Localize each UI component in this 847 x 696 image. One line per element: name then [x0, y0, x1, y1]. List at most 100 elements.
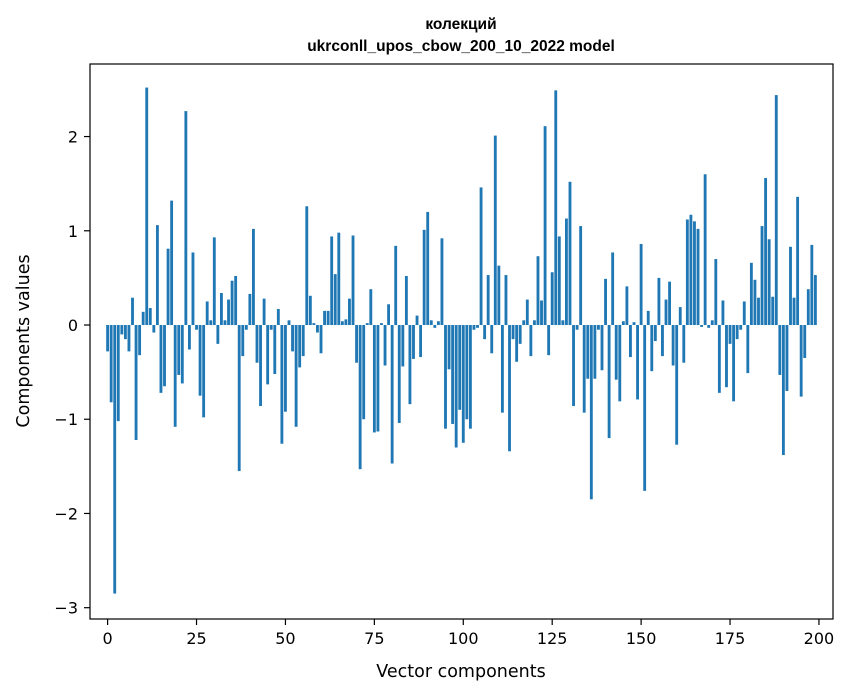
bar-component-28	[205, 301, 209, 326]
bar-component-121	[536, 256, 540, 326]
bar-component-101	[465, 325, 469, 420]
bar-component-93	[436, 321, 440, 326]
bar-component-152	[646, 310, 650, 326]
bar-component-63	[330, 236, 334, 326]
bar-component-55	[301, 325, 305, 357]
bar-component-123	[543, 126, 547, 326]
bar-component-193	[792, 297, 796, 326]
bar-component-65	[337, 232, 341, 326]
bar-component-11	[145, 87, 149, 326]
bar-component-53	[294, 325, 298, 427]
bar-component-137	[593, 325, 597, 379]
bar-component-167	[700, 325, 704, 327]
bar-component-49	[280, 325, 284, 444]
bar-component-62	[326, 310, 330, 326]
x-tick-label: 125	[537, 629, 568, 648]
bar-component-111	[500, 325, 504, 413]
bar-component-9	[138, 325, 142, 356]
bar-component-132	[575, 325, 579, 330]
chart-title-line-1: колекций	[425, 16, 496, 33]
bar-component-41	[252, 228, 255, 326]
bar-component-10	[141, 311, 145, 326]
bar-component-95	[444, 325, 447, 429]
x-tick-label: 25	[186, 629, 206, 648]
bar-component-70	[355, 325, 358, 363]
bar-component-29	[209, 320, 213, 326]
bar-component-181	[749, 262, 753, 326]
bar-component-64	[333, 274, 337, 326]
bar-component-13	[152, 325, 156, 333]
bar-component-81	[394, 245, 398, 326]
bar-component-157	[664, 299, 668, 326]
bar-component-48	[276, 308, 280, 326]
bar-component-69	[351, 235, 355, 326]
bar-component-159	[671, 325, 675, 366]
bar-component-25	[195, 325, 198, 330]
bar-component-133	[579, 226, 583, 326]
bar-component-75	[372, 325, 376, 433]
bar-component-97	[451, 325, 455, 424]
bar-component-21	[180, 325, 184, 384]
bar-component-32	[220, 292, 223, 326]
bar-component-196	[803, 325, 807, 358]
bar-component-177	[735, 325, 739, 340]
bar-component-103	[472, 325, 476, 330]
bar-component-73	[365, 323, 369, 326]
bar-component-184	[760, 226, 764, 326]
bar-component-23	[187, 325, 191, 350]
bar-component-168	[703, 174, 707, 326]
bar-component-14	[155, 225, 159, 326]
bar-component-79	[387, 304, 391, 326]
bar-component-147	[629, 325, 632, 358]
bar-component-180	[746, 325, 750, 374]
bar-component-102	[468, 325, 472, 429]
bar-component-165	[693, 221, 696, 326]
bar-component-187	[771, 296, 775, 326]
bar-component-17	[166, 248, 170, 326]
bar-component-52	[291, 325, 294, 352]
y-tick-label: 2	[68, 128, 78, 147]
bar-component-172	[717, 325, 721, 393]
bar-component-50	[284, 325, 287, 412]
bar-component-60	[319, 325, 323, 354]
bar-component-34	[227, 299, 230, 326]
x-tick-label: 150	[626, 629, 657, 648]
bar-component-185	[764, 178, 768, 326]
bar-component-43	[259, 325, 262, 407]
bar-component-56	[305, 206, 309, 326]
y-tick-label: 1	[68, 222, 78, 241]
bar-component-171	[714, 259, 718, 326]
bar-component-139	[600, 325, 604, 371]
bar-component-112	[504, 275, 508, 326]
bar-component-38	[241, 325, 245, 357]
y-axis-label: Components values	[14, 254, 34, 427]
bar-component-72	[362, 325, 366, 420]
bar-component-7	[131, 297, 134, 326]
bar-component-115	[515, 325, 519, 362]
bar-component-74	[369, 289, 373, 326]
bar-component-31	[216, 325, 220, 344]
bar-component-136	[589, 325, 593, 500]
bar-component-125	[550, 272, 554, 326]
bar-component-40	[248, 293, 252, 326]
bar-component-77	[380, 323, 383, 326]
bar-component-1	[109, 325, 113, 403]
bar-component-189	[778, 325, 782, 375]
bar-component-66	[340, 321, 344, 326]
bar-component-51	[287, 320, 291, 326]
bar-component-146	[625, 286, 629, 326]
bar-component-108	[490, 325, 494, 354]
bar-component-128	[561, 320, 565, 326]
bar-component-142	[611, 252, 615, 326]
bar-component-119	[529, 325, 533, 357]
bar-component-199	[813, 275, 817, 326]
bar-component-44	[262, 298, 266, 326]
y-tick-label: 0	[68, 316, 78, 335]
bar-component-155	[657, 277, 661, 326]
bar-component-39	[244, 325, 248, 330]
bar-component-162	[682, 325, 686, 363]
bar-component-116	[518, 325, 522, 344]
bar-component-98	[454, 325, 458, 448]
bar-component-169	[707, 325, 711, 328]
